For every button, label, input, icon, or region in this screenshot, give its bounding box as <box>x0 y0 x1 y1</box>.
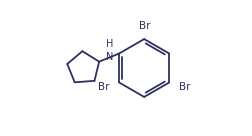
Text: Br: Br <box>179 81 190 92</box>
Text: Br: Br <box>139 21 151 31</box>
Text: Br: Br <box>98 81 110 92</box>
Text: N: N <box>106 52 113 62</box>
Text: H: H <box>106 39 113 49</box>
